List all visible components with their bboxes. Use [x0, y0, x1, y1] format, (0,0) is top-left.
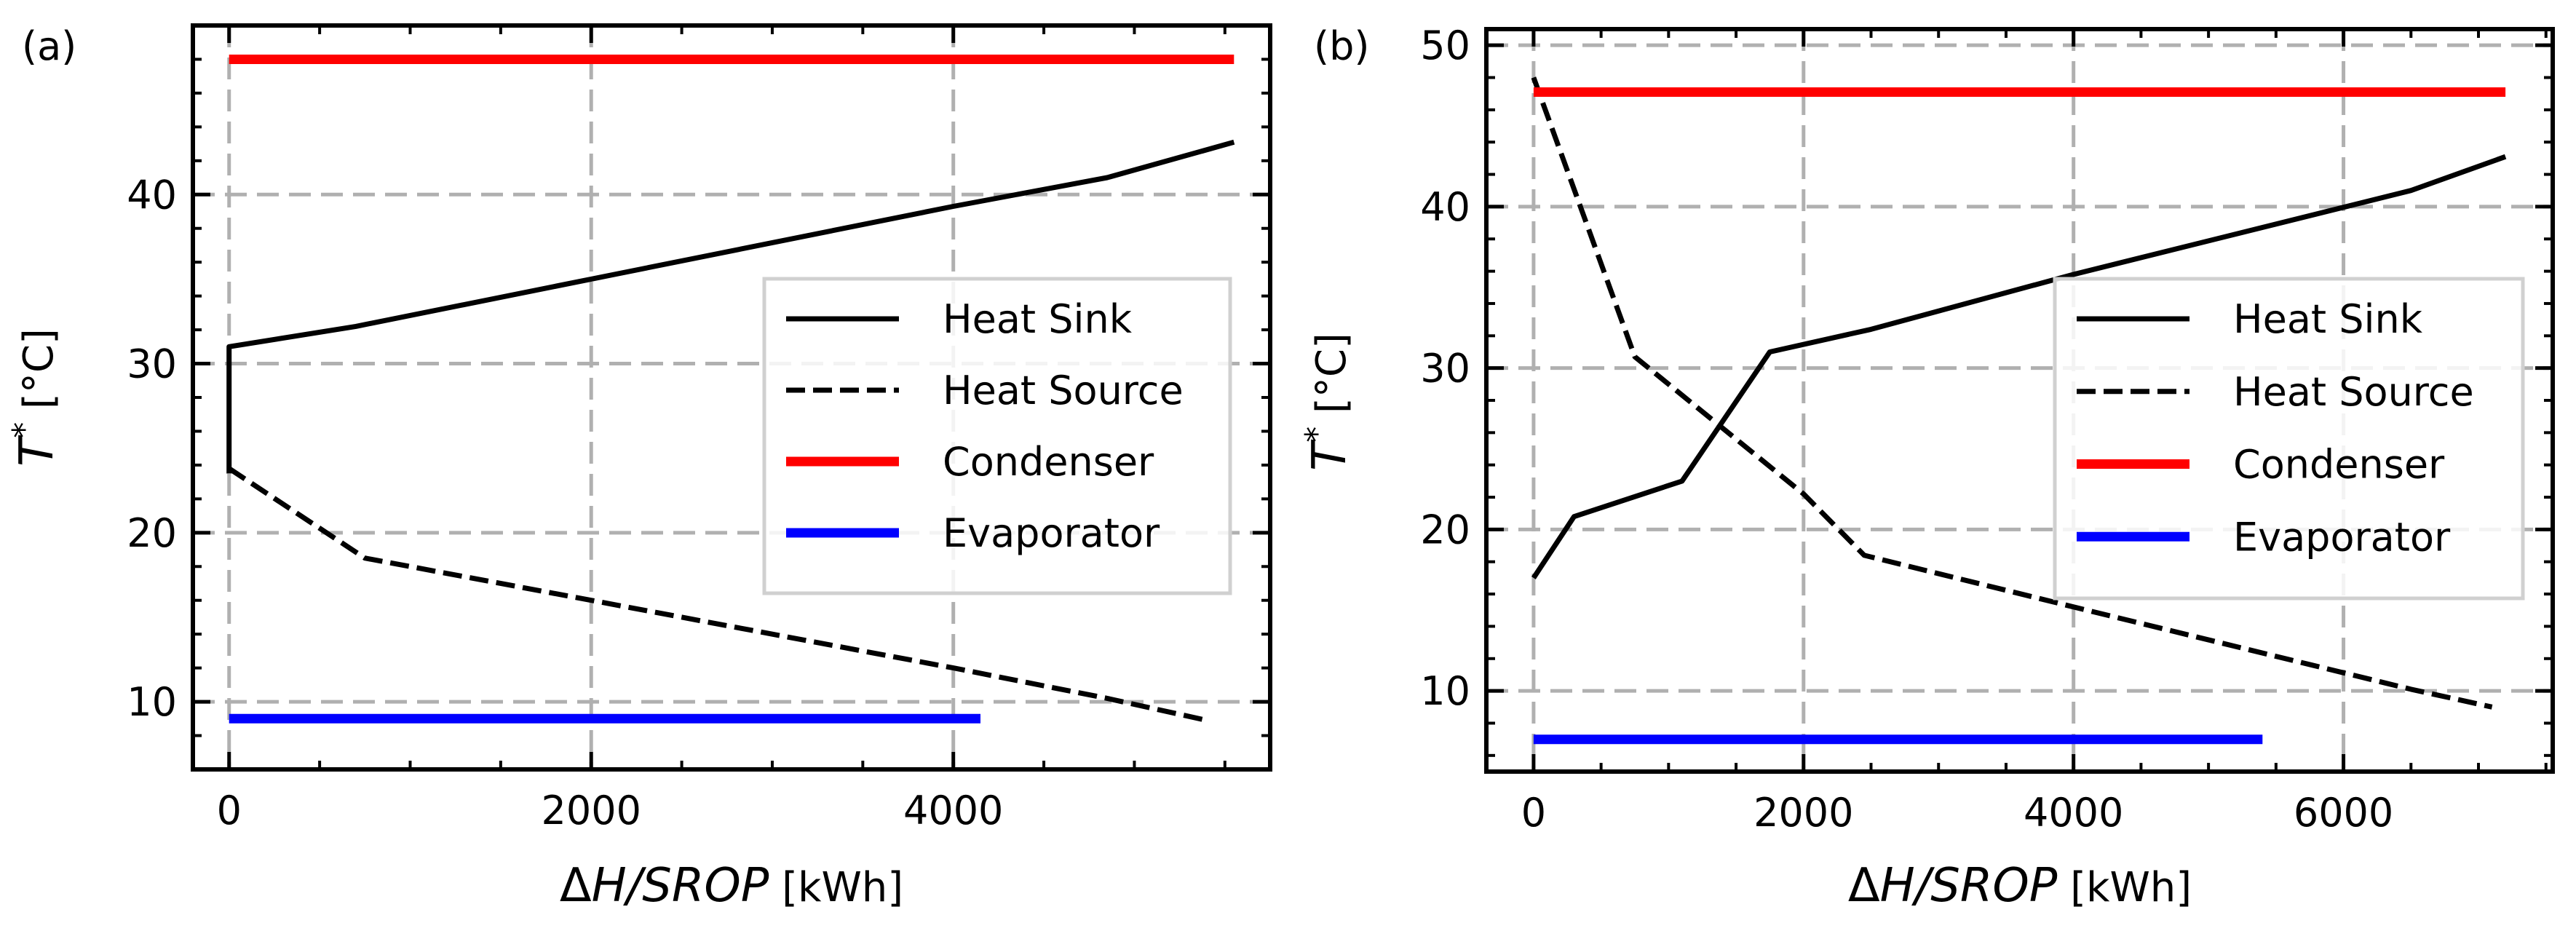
legend-label: Evaporator: [943, 510, 1160, 556]
legend-box: [2053, 277, 2525, 601]
y-tick-label: 40: [127, 172, 177, 218]
legend-label: Heat Source: [943, 368, 1184, 413]
panel-label: (a): [22, 23, 76, 69]
x-tick-label: 6000: [2294, 790, 2393, 836]
x-tick-label: 0: [1521, 790, 1546, 836]
legend-box: [762, 277, 1232, 595]
y-tick-label: 30: [1420, 346, 1470, 392]
series-line-heat-sink: [226, 139, 1235, 474]
x-tick-label: 4000: [2024, 790, 2123, 836]
x-tick-label: 0: [217, 788, 242, 833]
y-tick-label: 10: [127, 679, 177, 725]
x-tick-label: 2000: [1753, 790, 1853, 836]
chart-panel-b: 0 2000 4000 6000 10 20 30 40 50 (b) ΔH/SROP [kWh] T…: [1299, 23, 2555, 913]
series-line-heat-source: [227, 466, 1208, 724]
legend-label: Heat Source: [2233, 369, 2474, 415]
legend: Heat Sink Heat Source Condenser Evaporator: [2053, 277, 2525, 601]
x-axis-label: ΔH/SROP [kWh]: [560, 859, 903, 913]
legend: Heat Sink Heat Source Condenser Evaporator: [762, 277, 1232, 595]
y-tick-label: 10: [1420, 668, 1470, 714]
y-tick-label: 20: [1420, 507, 1470, 552]
series-line-heat-sink: [1531, 154, 2507, 579]
panel-label: (b): [1314, 23, 1369, 69]
y-axis-label: T* [°C]: [1299, 333, 1357, 471]
y-tick-label: 50: [1420, 23, 1470, 68]
x-axis-label: ΔH/SROP [kWh]: [1848, 859, 2192, 913]
y-axis-label: T* [°C]: [6, 328, 64, 467]
legend-label: Condenser: [943, 439, 1154, 485]
legend-label: Heat Sink: [943, 296, 1133, 342]
legend-label: Evaporator: [2233, 514, 2451, 560]
y-tick-label: 20: [127, 510, 177, 556]
y-tick-label: 30: [127, 341, 177, 387]
legend-label: Condenser: [2233, 442, 2445, 488]
x-tick-label: 2000: [542, 788, 641, 833]
legend-label: Heat Sink: [2233, 296, 2423, 342]
x-tick-label: 4000: [903, 788, 1003, 833]
y-tick-label: 40: [1420, 184, 1470, 230]
series-line-heat-source: [1531, 76, 2493, 710]
chart-panel-a: 0 2000 4000 10 20 30 40 (a) ΔH/SROP [kWh] T* [°C]…: [6, 23, 1272, 913]
